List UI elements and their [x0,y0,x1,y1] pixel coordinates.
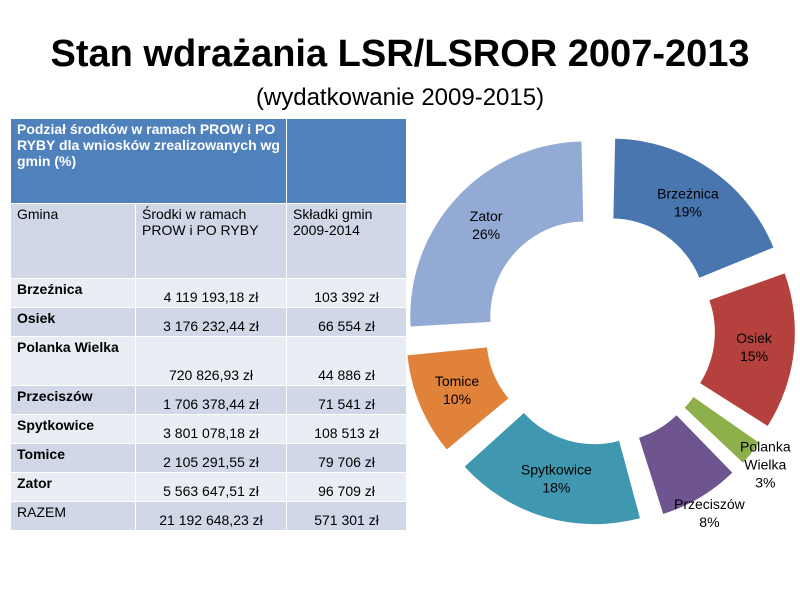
slice-value-label: 19% [674,203,702,219]
cell-gmina: Polanka Wielka [10,336,136,386]
cell-srodki: 3 801 078,18 zł [134,414,288,444]
cell-gmina: Osiek [10,307,136,337]
slice-category-label: Wielka [744,456,786,472]
table-row: Brzeźnica 4 119 193,18 zł 103 392 zł [10,278,408,308]
slice-przeciszów [639,415,733,514]
slice-category-label: Tomice [435,373,480,389]
slice-value-label: 18% [542,480,570,496]
slice-category-label: Polanka [740,438,791,454]
cell-srodki: 3 176 232,44 zł [134,307,288,337]
slice-value-label: 15% [740,348,768,364]
cell-skladki: 103 392 zł [286,278,408,308]
page-title: Stan wdrażania LSR/LSROR 2007-2013 [50,33,750,75]
table-row: Tomice 2 105 291,55 zł 79 706 zł [10,443,408,473]
cell-srodki-total: 21 192 648,23 zł [134,501,288,531]
doughnut-chart: Brzeźnica 19% Osiek 15% Polanka Wielka 3% Przec… [407,138,795,530]
slice-category-label: Zator [470,208,503,224]
table-header-empty [286,118,408,204]
cell-gmina: Spytkowice [10,414,136,444]
slice-spytkowice [464,412,640,525]
cell-srodki: 1 706 378,44 zł [134,385,288,415]
table-header-row: Podział środków w ramach PROW i PO RYBY … [9,118,408,204]
cell-skladki: 44 886 zł [286,336,408,386]
cell-skladki: 71 541 zł [286,385,408,415]
cell-srodki: 2 105 291,55 zł [134,443,288,473]
table-row: Polanka Wielka 720 826,93 zł 44 886 zł [10,336,408,386]
slice-value-label: 26% [472,226,500,242]
column-header-skladki: Składki gmin 2009-2014 [286,203,408,279]
slice-value-label: 10% [443,391,471,407]
cell-gmina: Przeciszów [10,385,136,415]
funds-table: Podział środków w ramach PROW i PO RYBY … [9,118,408,531]
table-column-headers: Gmina Środki w ramach PROW i PO RYBY Skł… [10,203,408,279]
slice-value-label: 8% [699,514,719,530]
cell-gmina: Zator [10,472,136,502]
column-header-srodki: Środki w ramach PROW i PO RYBY [134,203,288,279]
column-header-gmina: Gmina [10,203,136,279]
table-row: Zator 5 563 647,51 zł 96 709 zł [10,472,408,502]
slice-brzeźnica [613,138,774,278]
cell-skladki-total: 571 301 zł [286,501,408,531]
cell-skladki: 108 513 zł [286,414,408,444]
table-total-row: RAZEM 21 192 648,23 zł 571 301 zł [10,501,408,531]
cell-srodki: 720 826,93 zł [134,336,288,386]
slice-polanka-wielka [684,396,760,463]
table-header-title: Podział środków w ramach PROW i PO RYBY … [9,118,288,204]
slice-category-label: Osiek [736,330,773,346]
slice-value-label: 3% [755,474,775,490]
table-row: Osiek 3 176 232,44 zł 66 554 zł [10,307,408,337]
slice-category-label: Spytkowice [521,462,592,478]
slice-zator [410,141,584,327]
cell-srodki: 5 563 647,51 zł [134,472,288,502]
cell-skladki: 96 709 zł [286,472,408,502]
cell-skladki: 79 706 zł [286,443,408,473]
slice-category-label: Przeciszów [674,496,746,512]
page-subtitle: (wydatkowanie 2009-2015) [255,84,545,111]
slice-tomice [407,347,509,450]
cell-skladki: 66 554 zł [286,307,408,337]
slice-osiek [700,273,795,426]
cell-gmina: Brzeźnica [10,278,136,308]
cell-gmina: Tomice [10,443,136,473]
cell-gmina-total: RAZEM [10,501,136,531]
table-row: Przeciszów 1 706 378,44 zł 71 541 zł [10,385,408,415]
slice-category-label: Brzeźnica [657,185,719,201]
cell-srodki: 4 119 193,18 zł [134,278,288,308]
table-row: Spytkowice 3 801 078,18 zł 108 513 zł [10,414,408,444]
